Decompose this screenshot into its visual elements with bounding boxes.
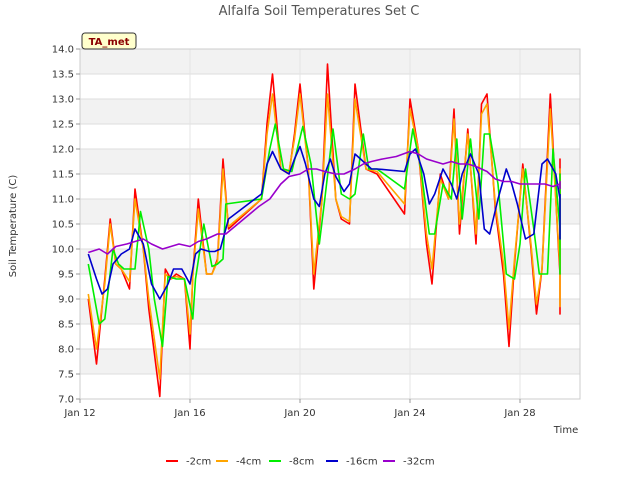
series-line-32cm	[88, 150, 561, 255]
x-tick-label: Jan 28	[503, 408, 535, 419]
chart-title: Alfalfa Soil Temperatures Set C	[219, 4, 420, 19]
legend: -2cm -4cm -8cm -16cm -32cm	[166, 457, 435, 468]
y-tick-label: 10.0	[52, 245, 74, 256]
series-lines	[87, 63, 561, 398]
x-axis-label: Time	[553, 425, 578, 436]
y-tick-label: 10.5	[52, 220, 74, 231]
y-tick-label: 8.0	[58, 345, 74, 356]
x-axis-ticks: Jan 12 Jan 16 Jan 20 Jan 24 Jan 28	[63, 399, 536, 419]
legend-label: -16cm	[346, 457, 378, 468]
legend-label: -4cm	[236, 457, 261, 468]
y-tick-label: 9.5	[58, 270, 74, 281]
legend-item: -32cm	[383, 457, 435, 468]
background-band	[80, 374, 580, 399]
legend-item: -2cm	[166, 457, 211, 468]
y-tick-label: 14.0	[52, 45, 74, 56]
background-band	[80, 224, 580, 249]
x-tick-label: Jan 20	[283, 408, 315, 419]
y-tick-label: 13.0	[52, 95, 74, 106]
legend-item: -8cm	[269, 457, 314, 468]
legend-item: -4cm	[216, 457, 261, 468]
legend-label: -2cm	[186, 457, 211, 468]
y-tick-label: 12.5	[52, 120, 74, 131]
annotation-background	[81, 32, 137, 50]
background-band	[80, 49, 580, 74]
x-tick-label: Jan 12	[63, 408, 95, 419]
x-tick-label: Jan 24	[393, 408, 425, 419]
annotation-box: TA_met	[81, 32, 137, 50]
series-line-8cm	[87, 123, 561, 348]
y-tick-label: 9.0	[58, 295, 74, 306]
legend-label: -32cm	[403, 457, 435, 468]
y-tick-label: 8.5	[58, 320, 74, 331]
background-band	[80, 174, 580, 199]
y-tick-label: 7.5	[58, 370, 74, 381]
legend-item: -16cm	[326, 457, 378, 468]
legend-label: -8cm	[289, 457, 314, 468]
x-tick-label: Jan 16	[173, 408, 205, 419]
annotation-label: TA_met	[89, 37, 130, 48]
y-tick-label: 12.0	[52, 145, 74, 156]
y-axis-ticks: 7.0 7.5 8.0 8.5 9.0 9.5 10.0 10.5 11.0 11.5 12.0 12…	[52, 45, 80, 406]
background-band	[80, 349, 580, 374]
y-tick-label: 11.0	[52, 195, 74, 206]
y-tick-label: 7.0	[58, 395, 74, 406]
background-band	[80, 249, 580, 274]
y-tick-label: 11.5	[52, 170, 74, 181]
y-tick-label: 13.5	[52, 70, 74, 81]
y-axis-label: Soil Temperature (C)	[8, 175, 19, 278]
background-band	[80, 199, 580, 224]
background-band	[80, 274, 580, 299]
